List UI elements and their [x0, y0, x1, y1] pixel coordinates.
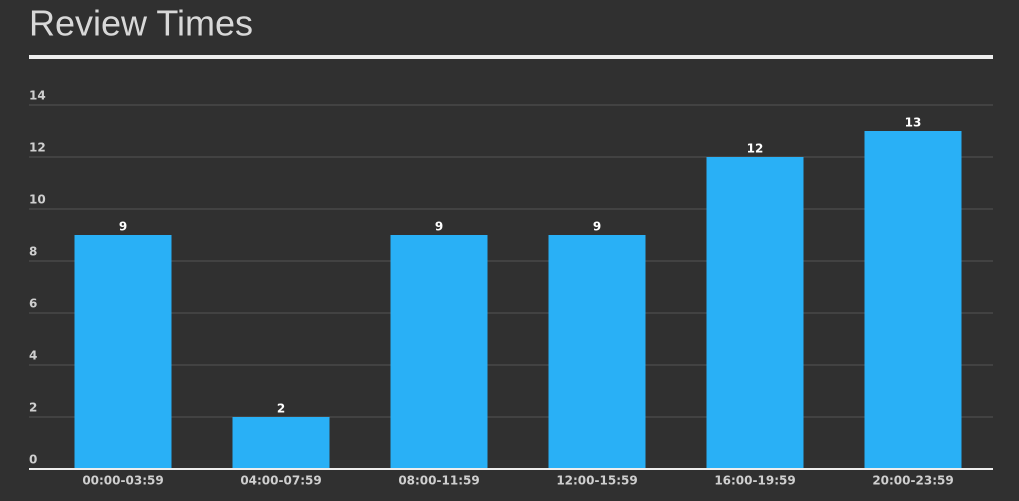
x-tick-label: 16:00-19:59 — [714, 474, 795, 488]
bar — [548, 235, 646, 469]
y-tick-label: 4 — [29, 349, 37, 363]
y-tick-label: 8 — [29, 245, 37, 259]
x-tick-label: 12:00-15:59 — [556, 474, 637, 488]
bar — [864, 131, 962, 469]
y-tick-label: 0 — [29, 453, 37, 467]
y-tick-label: 6 — [29, 297, 37, 311]
y-tick-label: 14 — [29, 89, 46, 103]
y-tick-label: 12 — [29, 141, 46, 155]
data-label: 9 — [593, 220, 601, 234]
bar — [74, 235, 172, 469]
title-underline — [29, 55, 993, 59]
data-label: 12 — [747, 142, 764, 156]
data-label: 2 — [277, 402, 285, 416]
chart-title: Review Times — [29, 3, 253, 44]
bar — [390, 235, 488, 469]
x-tick-label: 00:00-03:59 — [82, 474, 163, 488]
bar — [232, 417, 330, 469]
x-tick-label: 08:00-11:59 — [398, 474, 479, 488]
x-tick-label: 20:00-23:59 — [872, 474, 953, 488]
y-tick-label: 10 — [29, 193, 46, 207]
x-tick-label: 04:00-07:59 — [240, 474, 321, 488]
bar — [706, 157, 804, 469]
data-label: 9 — [119, 220, 127, 234]
data-label: 13 — [905, 116, 922, 130]
data-label: 9 — [435, 220, 443, 234]
y-tick-label: 2 — [29, 401, 37, 415]
